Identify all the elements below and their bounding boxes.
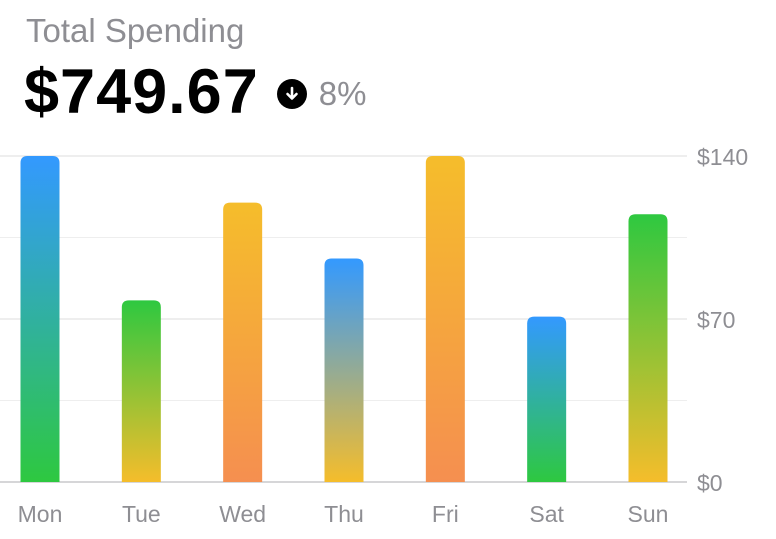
page-title: Total Spending [26,12,245,49]
bar-sat [527,316,567,482]
total-row: $749.67 8% [24,56,366,128]
x-tick-label: Sat [529,501,564,527]
x-tick-label: Thu [324,501,364,527]
total-amount: $749.67 [24,57,259,127]
y-tick-label: $70 [697,307,735,333]
arrow-down-circle-icon [276,79,307,109]
bar-fri [425,156,465,482]
bar-wed [223,202,263,483]
bar-sun [628,214,668,482]
y-tick-label: $0 [697,470,723,496]
x-tick-label: Wed [219,501,266,527]
bar-thu [324,258,364,482]
bar-mon [20,156,60,482]
x-tick-label: Mon [18,501,63,527]
x-tick-label: Fri [432,501,459,527]
x-tick-label: Sun [628,501,669,527]
bar-tue [121,300,161,482]
y-tick-label: $140 [697,144,748,170]
change-percent: 8% [318,75,367,112]
x-tick-label: Tue [122,501,161,527]
